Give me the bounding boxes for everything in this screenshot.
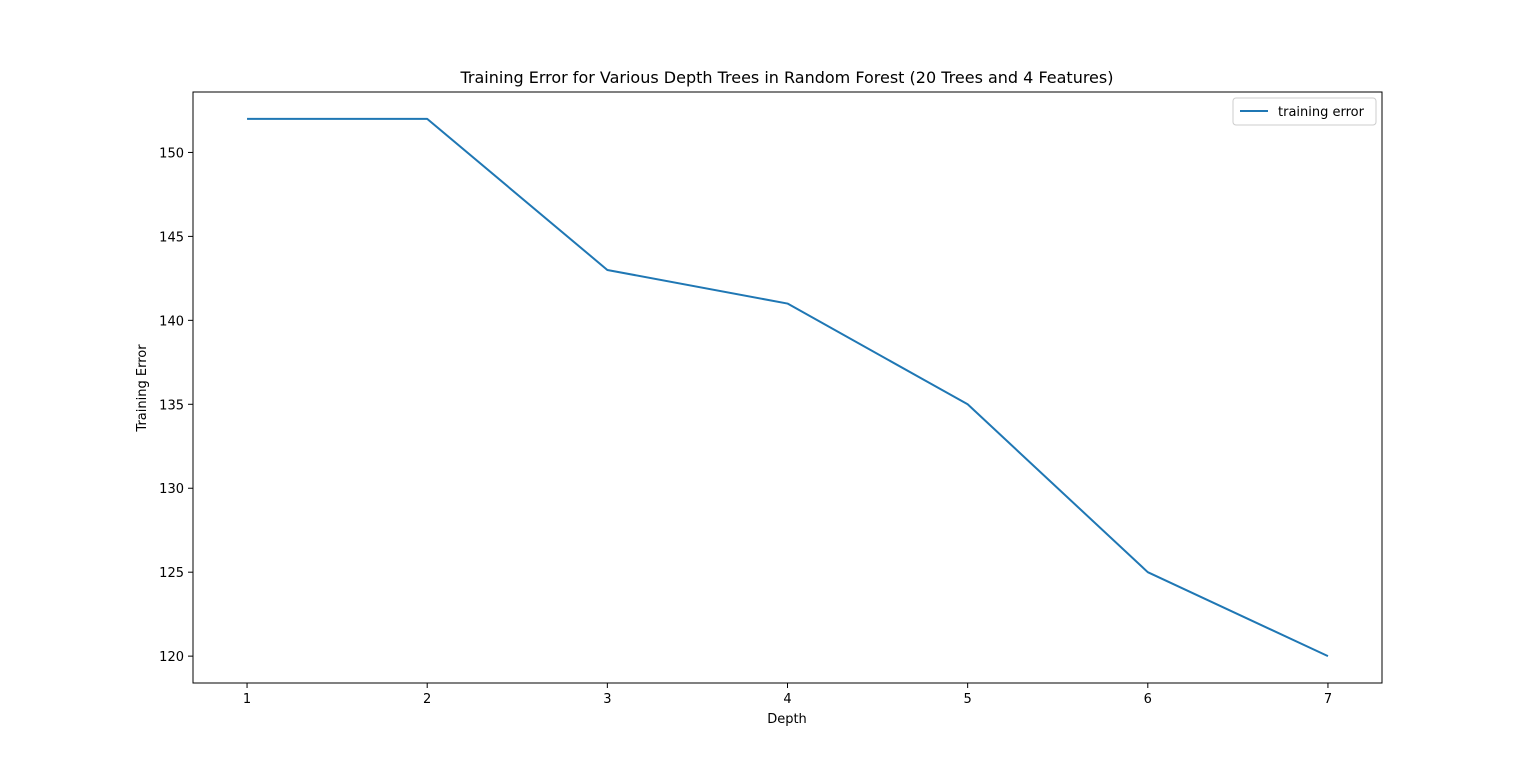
plot-area bbox=[192, 91, 1383, 684]
y-axis: 120 125 130 135 140 145 150 bbox=[159, 146, 193, 665]
y-tick-label: 140 bbox=[159, 314, 184, 329]
plot-frame bbox=[192, 91, 1383, 684]
legend-label: training error bbox=[1278, 105, 1365, 120]
y-tick-label: 150 bbox=[159, 146, 184, 161]
chart-title: Training Error for Various Depth Trees i… bbox=[460, 68, 1114, 87]
y-tick-label: 135 bbox=[159, 398, 184, 413]
series-line-training-error bbox=[247, 117, 1329, 658]
x-tick-label: 1 bbox=[243, 692, 251, 707]
y-tick-label: 145 bbox=[159, 230, 184, 245]
x-tick-label: 6 bbox=[1144, 692, 1152, 707]
legend-box bbox=[1232, 97, 1377, 126]
y-axis-label: Training Error bbox=[135, 344, 150, 433]
x-tick-label: 7 bbox=[1324, 692, 1332, 707]
x-tick-label: 3 bbox=[603, 692, 611, 707]
x-tick-label: 5 bbox=[964, 692, 972, 707]
series-layer bbox=[247, 117, 1329, 658]
y-tick-label: 130 bbox=[159, 482, 184, 497]
x-tick-label: 2 bbox=[423, 692, 431, 707]
x-axis-label: Depth bbox=[767, 712, 807, 727]
x-tick-label: 4 bbox=[783, 692, 791, 707]
y-tick-label: 120 bbox=[159, 650, 184, 665]
x-axis: 1 2 3 4 5 6 7 bbox=[243, 683, 1332, 707]
y-tick-label: 125 bbox=[159, 566, 184, 581]
legend: training error bbox=[1232, 97, 1377, 126]
